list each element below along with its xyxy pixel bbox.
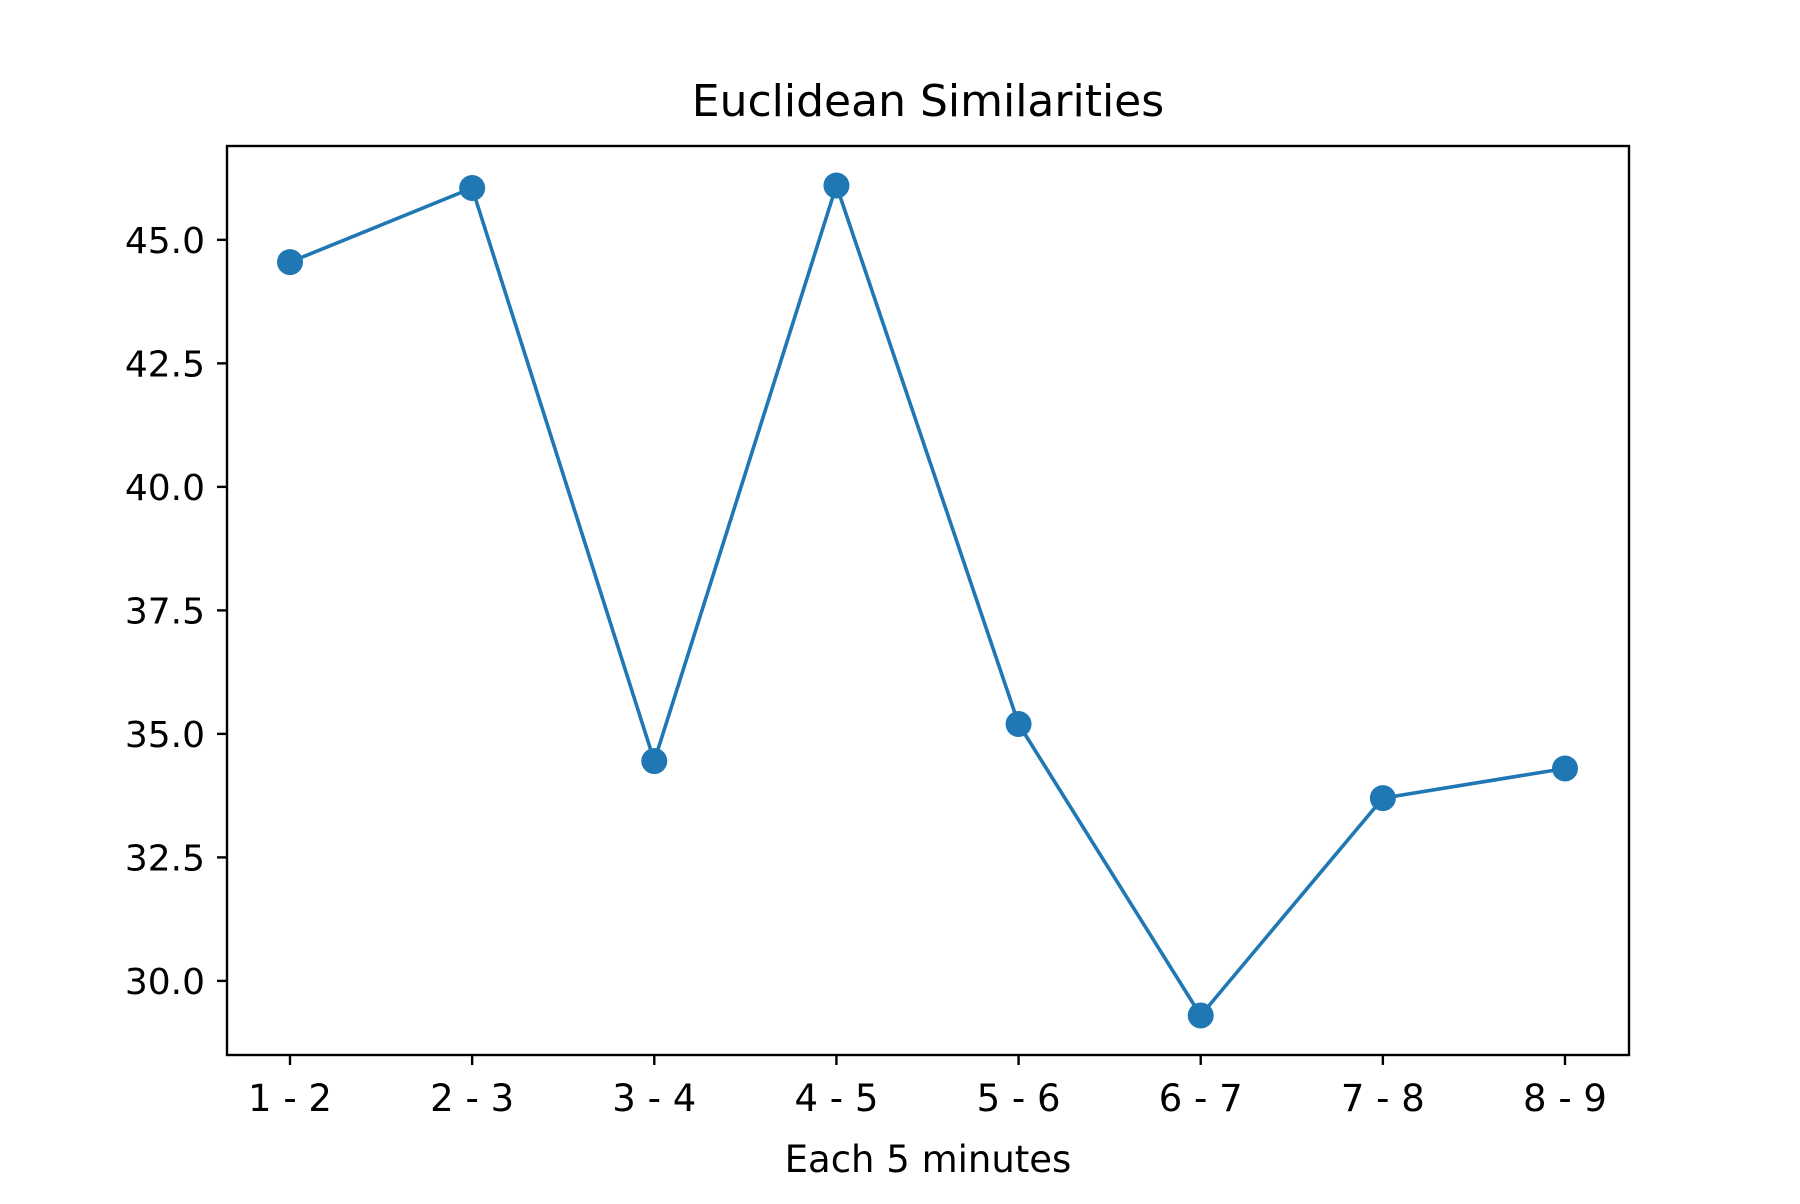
data-point bbox=[641, 748, 668, 775]
y-tick-label: 40.0 bbox=[125, 468, 205, 509]
x-tick-label: 1 - 2 bbox=[248, 1077, 332, 1120]
y-tick-label: 30.0 bbox=[125, 962, 205, 1003]
data-point bbox=[1187, 1002, 1214, 1029]
y-tick-label: 35.0 bbox=[125, 715, 205, 756]
y-tick-label: 42.5 bbox=[125, 344, 205, 385]
x-axis-ticks: 1 - 2 2 - 3 3 - 4 4 - 5 5 - 6 6 - 7 7 - 8 8 - 9 bbox=[248, 1055, 1607, 1120]
x-axis-label: Each 5 minutes bbox=[785, 1138, 1072, 1181]
x-tick-label: 4 - 5 bbox=[794, 1077, 878, 1120]
data-point bbox=[459, 174, 486, 201]
plot-area-frame bbox=[225, 144, 1631, 1057]
y-axis-ticks: 30.0 32.5 35.0 37.5 40.0 42.5 45.0 bbox=[125, 221, 227, 1003]
chart-title: Euclidean Similarities bbox=[692, 76, 1164, 127]
y-tick-label: 37.5 bbox=[125, 591, 205, 632]
data-point bbox=[277, 249, 303, 276]
x-tick-label: 7 - 8 bbox=[1341, 1077, 1425, 1120]
series-line bbox=[289, 183, 1566, 1018]
data-point bbox=[1005, 711, 1032, 738]
x-tick-label: 5 - 6 bbox=[977, 1077, 1061, 1120]
data-point bbox=[823, 172, 850, 199]
x-tick-label: 2 - 3 bbox=[430, 1077, 514, 1120]
data-point bbox=[1369, 785, 1396, 812]
data-point bbox=[1552, 755, 1578, 782]
x-tick-label: 3 - 4 bbox=[612, 1077, 696, 1120]
y-tick-label: 32.5 bbox=[125, 838, 205, 879]
series-layer bbox=[277, 172, 1578, 1029]
x-tick-label: 6 - 7 bbox=[1159, 1077, 1243, 1120]
y-tick-label: 45.0 bbox=[125, 221, 205, 262]
x-tick-label: 8 - 9 bbox=[1523, 1077, 1607, 1120]
